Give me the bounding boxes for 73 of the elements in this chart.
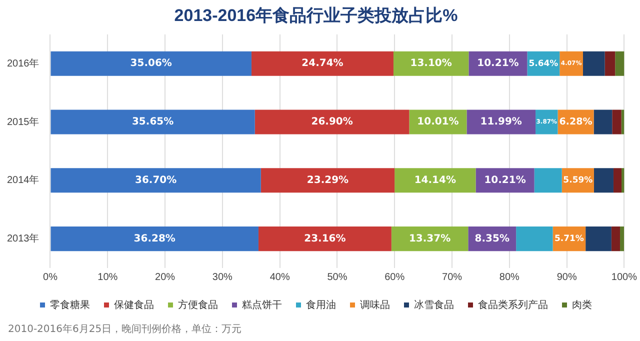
bar bbox=[536, 110, 558, 134]
text: 2010-2016年6月25日，晚间刊例价格，单位：万元 bbox=[7, 322, 243, 337]
x-tick-label: 100% bbox=[611, 272, 638, 283]
y-tick-label: 2013年 bbox=[6, 232, 40, 245]
bar bbox=[534, 168, 562, 193]
x-tick-label: 90% bbox=[556, 272, 577, 283]
data-label: 10.01% bbox=[417, 116, 459, 128]
data-label: 5.71% bbox=[554, 234, 584, 244]
bar bbox=[516, 226, 553, 252]
bar bbox=[615, 51, 624, 76]
bar bbox=[583, 51, 605, 76]
data-label: 14.14% bbox=[414, 174, 456, 186]
x-tick-label: 70% bbox=[442, 272, 462, 283]
bar bbox=[391, 226, 468, 252]
bar bbox=[50, 51, 252, 76]
data-label: 6.28% bbox=[559, 116, 593, 128]
bar bbox=[604, 51, 616, 76]
bar bbox=[394, 168, 476, 193]
x-tick-label: 40% bbox=[270, 272, 290, 283]
data-label: 35.65% bbox=[132, 116, 174, 128]
legend-label: 食用油 bbox=[306, 298, 336, 311]
bar bbox=[622, 168, 624, 193]
y-tick-label: 2014年 bbox=[6, 174, 40, 186]
bar bbox=[560, 51, 583, 76]
y-tick-label: 2016年 bbox=[6, 57, 40, 70]
x-tick-label: 10% bbox=[98, 272, 118, 283]
data-label: 23.29% bbox=[306, 174, 349, 186]
data-label: 13.10% bbox=[410, 58, 452, 70]
x-tick-label: 80% bbox=[499, 272, 520, 283]
chart-title: 2013-2016年食品行业子类投放占比% bbox=[174, 6, 458, 25]
data-label: 11.99% bbox=[480, 116, 522, 128]
bar bbox=[594, 110, 612, 134]
legend-label: 调味品 bbox=[360, 298, 390, 311]
legend-label: 保健食品 bbox=[114, 298, 154, 311]
data-label: 10.21% bbox=[484, 174, 526, 186]
data-label: 13.37% bbox=[408, 233, 451, 244]
legend-label: 肉类 bbox=[572, 298, 592, 311]
bar bbox=[258, 226, 392, 252]
data-label: 36.70% bbox=[134, 174, 177, 186]
bar bbox=[50, 110, 255, 134]
legend-label: 零食糖果 bbox=[50, 298, 90, 311]
bar bbox=[254, 110, 410, 134]
data-label: 10.21% bbox=[477, 58, 519, 70]
bar bbox=[50, 168, 261, 193]
bar bbox=[50, 226, 258, 252]
legend-label: 糕点饼干 bbox=[242, 298, 282, 311]
data-label: 5.59% bbox=[563, 176, 594, 186]
data-label: 26.90% bbox=[311, 116, 353, 128]
bar bbox=[586, 226, 612, 252]
y-tick-label: 2015年 bbox=[6, 116, 40, 128]
x-tick-label: 20% bbox=[155, 272, 176, 283]
bar bbox=[612, 110, 622, 134]
data-label: 23.16% bbox=[304, 233, 346, 244]
bar bbox=[613, 168, 622, 193]
bar bbox=[466, 110, 536, 134]
x-tick-label: 30% bbox=[212, 272, 233, 283]
legend-label: 方便食品 bbox=[178, 298, 218, 311]
x-tick-label: 60% bbox=[384, 272, 405, 283]
bar bbox=[260, 168, 395, 193]
data-label: 8.35% bbox=[474, 233, 510, 244]
legend-label: 食品类系列产品 bbox=[478, 298, 548, 311]
x-tick-label: 0% bbox=[43, 272, 58, 283]
legend-label: 冰雪食品 bbox=[414, 298, 454, 311]
bar bbox=[620, 226, 624, 252]
data-label: 5.64% bbox=[528, 58, 559, 69]
bar bbox=[594, 168, 614, 193]
data-label: 35.06% bbox=[130, 58, 172, 70]
data-label: 36.28% bbox=[134, 233, 176, 244]
data-label: 24.74% bbox=[302, 58, 344, 70]
bar bbox=[393, 51, 469, 76]
bar bbox=[251, 51, 394, 76]
x-tick-label: 50% bbox=[327, 272, 348, 283]
bar bbox=[611, 226, 620, 252]
